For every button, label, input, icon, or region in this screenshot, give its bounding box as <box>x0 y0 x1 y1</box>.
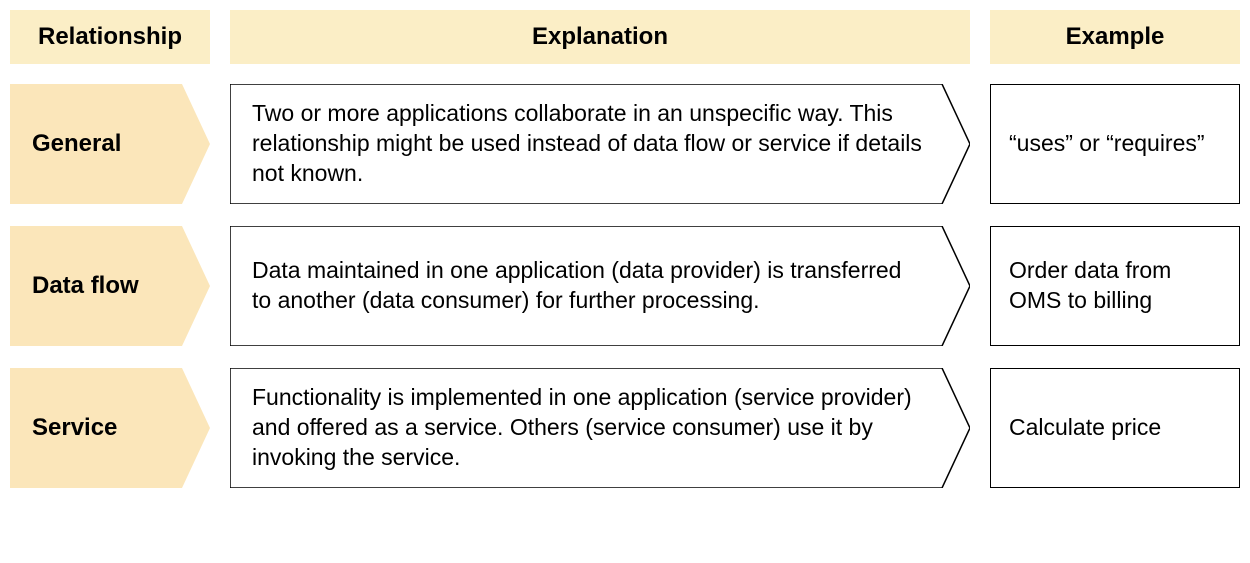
relationship-label: Data flow <box>10 226 210 346</box>
explanation-cell: Functionality is implemented in one appl… <box>230 368 970 488</box>
example-cell: “uses” or “requires” <box>990 84 1240 204</box>
table-body: General Two or more applications collabo… <box>10 84 1240 488</box>
explanation-cell: Data maintained in one application (data… <box>230 226 970 346</box>
table-header-row: Relationship Explanation Example <box>10 10 1240 64</box>
table-row: General Two or more applications collabo… <box>10 84 1240 204</box>
explanation-text: Functionality is implemented in one appl… <box>230 368 970 488</box>
example-cell: Order data from OMS to billing <box>990 226 1240 346</box>
table-row: Service Functionality is implemented in … <box>10 368 1240 488</box>
relationship-cell: Service <box>10 368 210 488</box>
relationship-label: General <box>10 84 210 204</box>
example-text: Calculate price <box>1009 413 1161 443</box>
header-example: Example <box>990 10 1240 64</box>
relationship-label: Service <box>10 368 210 488</box>
relationship-cell: Data flow <box>10 226 210 346</box>
table-row: Data flow Data maintained in one applica… <box>10 226 1240 346</box>
header-relationship: Relationship <box>10 10 210 64</box>
header-explanation: Explanation <box>230 10 970 64</box>
relationship-table: Relationship Explanation Example General… <box>10 10 1240 488</box>
explanation-text: Data maintained in one application (data… <box>230 226 970 346</box>
example-cell: Calculate price <box>990 368 1240 488</box>
explanation-text: Two or more applications collaborate in … <box>230 84 970 204</box>
example-text: “uses” or “requires” <box>1009 129 1205 159</box>
relationship-cell: General <box>10 84 210 204</box>
explanation-cell: Two or more applications collaborate in … <box>230 84 970 204</box>
example-text: Order data from OMS to billing <box>1009 256 1221 316</box>
